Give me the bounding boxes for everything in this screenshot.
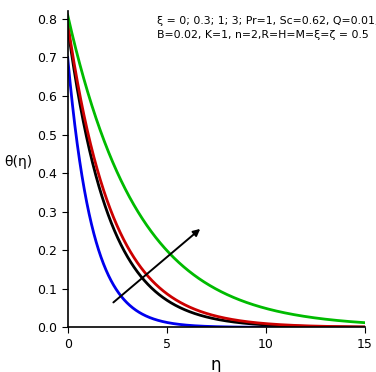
X-axis label: η: η [211,356,221,372]
Y-axis label: θ(η): θ(η) [4,155,32,169]
Text: ξ = 0; 0.3; 1; 3; Pr=1, Sc=0.62, Q=0.01,
B=0.02, K=1, n=2,R=H=M=ξ=ζ = 0.5: ξ = 0; 0.3; 1; 3; Pr=1, Sc=0.62, Q=0.01,… [157,16,376,40]
